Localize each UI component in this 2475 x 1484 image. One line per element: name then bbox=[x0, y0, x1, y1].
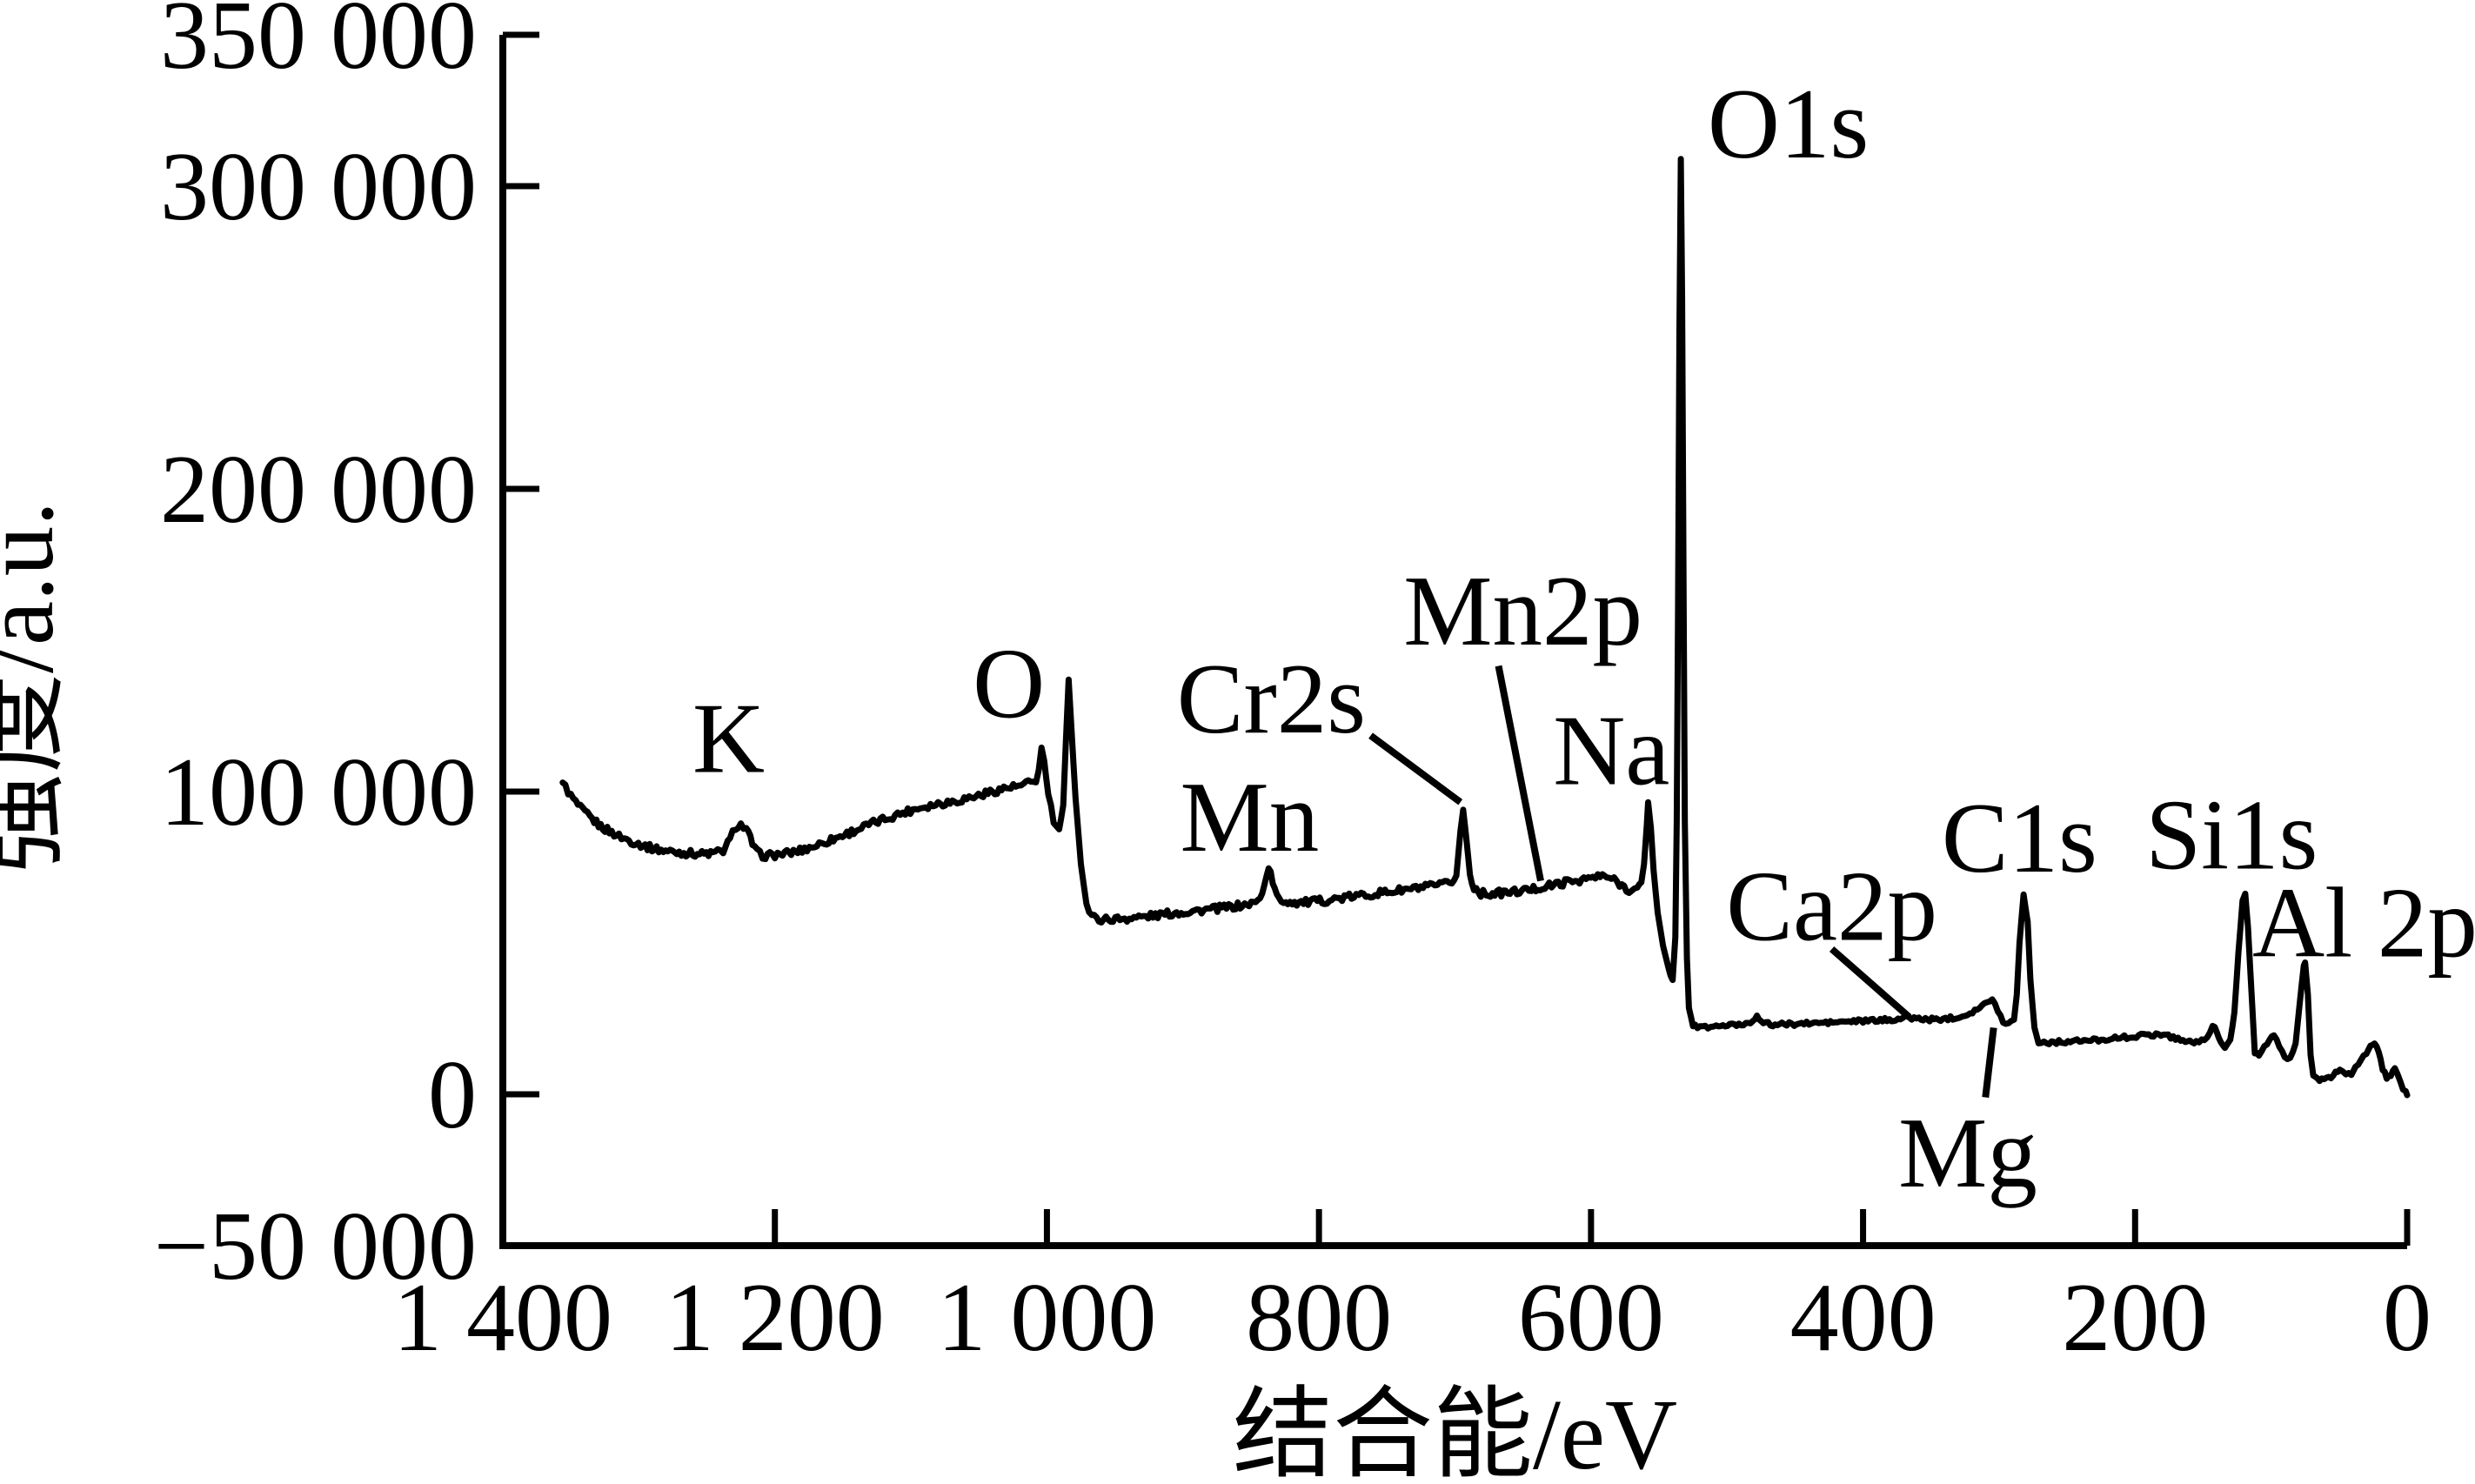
y-tick-label: −50 000 bbox=[154, 1193, 477, 1300]
y-axis-title: 强度/a.u. bbox=[0, 501, 74, 873]
leader-line-Cr2s bbox=[1368, 732, 1463, 806]
x-tick-label: 1 400 bbox=[393, 1264, 612, 1372]
y-tick-label: 300 000 bbox=[160, 133, 477, 241]
x-tick-label: 1 000 bbox=[937, 1264, 1156, 1372]
peak-label-Mn: Mn bbox=[1181, 762, 1320, 872]
x-tick-label: 200 bbox=[2062, 1264, 2208, 1372]
x-tick-label: 0 bbox=[2383, 1264, 2432, 1372]
y-tick-label: 200 000 bbox=[160, 436, 477, 544]
peak-label-O: O bbox=[973, 629, 1045, 739]
peak-label-Mg: Mg bbox=[1898, 1098, 2037, 1208]
y-tick-label: 350 000 bbox=[160, 0, 477, 90]
peak-label-Si1s: Si1s bbox=[2145, 780, 2318, 891]
peak-label-O1s: O1s bbox=[1708, 69, 1869, 179]
peak-label-K: K bbox=[692, 683, 765, 793]
x-axis-title: 结合能/eV bbox=[1233, 1380, 1677, 1484]
leader-line-Mg bbox=[1982, 1026, 1997, 1098]
peak-label-C1s: C1s bbox=[1942, 783, 2097, 893]
peak-label-Na: Na bbox=[1553, 695, 1669, 806]
y-tick-label: 0 bbox=[428, 1041, 477, 1149]
peak-label-Cr2s: Cr2s bbox=[1177, 644, 1366, 754]
peak-label-Al2p: Al 2p bbox=[2252, 868, 2475, 979]
x-tick-label: 800 bbox=[1246, 1264, 1392, 1372]
x-tick-label: 600 bbox=[1518, 1264, 1664, 1372]
peak-label-Ca2p: Ca2p bbox=[1726, 852, 1937, 962]
leader-line-Ca2p bbox=[1829, 946, 1912, 1020]
leader-line-Mn2p bbox=[1495, 665, 1544, 882]
spectrum-curve bbox=[559, 156, 2411, 1099]
x-tick-label: 400 bbox=[1790, 1264, 1937, 1372]
x-tick-label: 1 200 bbox=[666, 1264, 885, 1372]
y-tick-label: 100 000 bbox=[160, 739, 477, 846]
peak-label-Mn2p: Mn2p bbox=[1403, 556, 1642, 666]
